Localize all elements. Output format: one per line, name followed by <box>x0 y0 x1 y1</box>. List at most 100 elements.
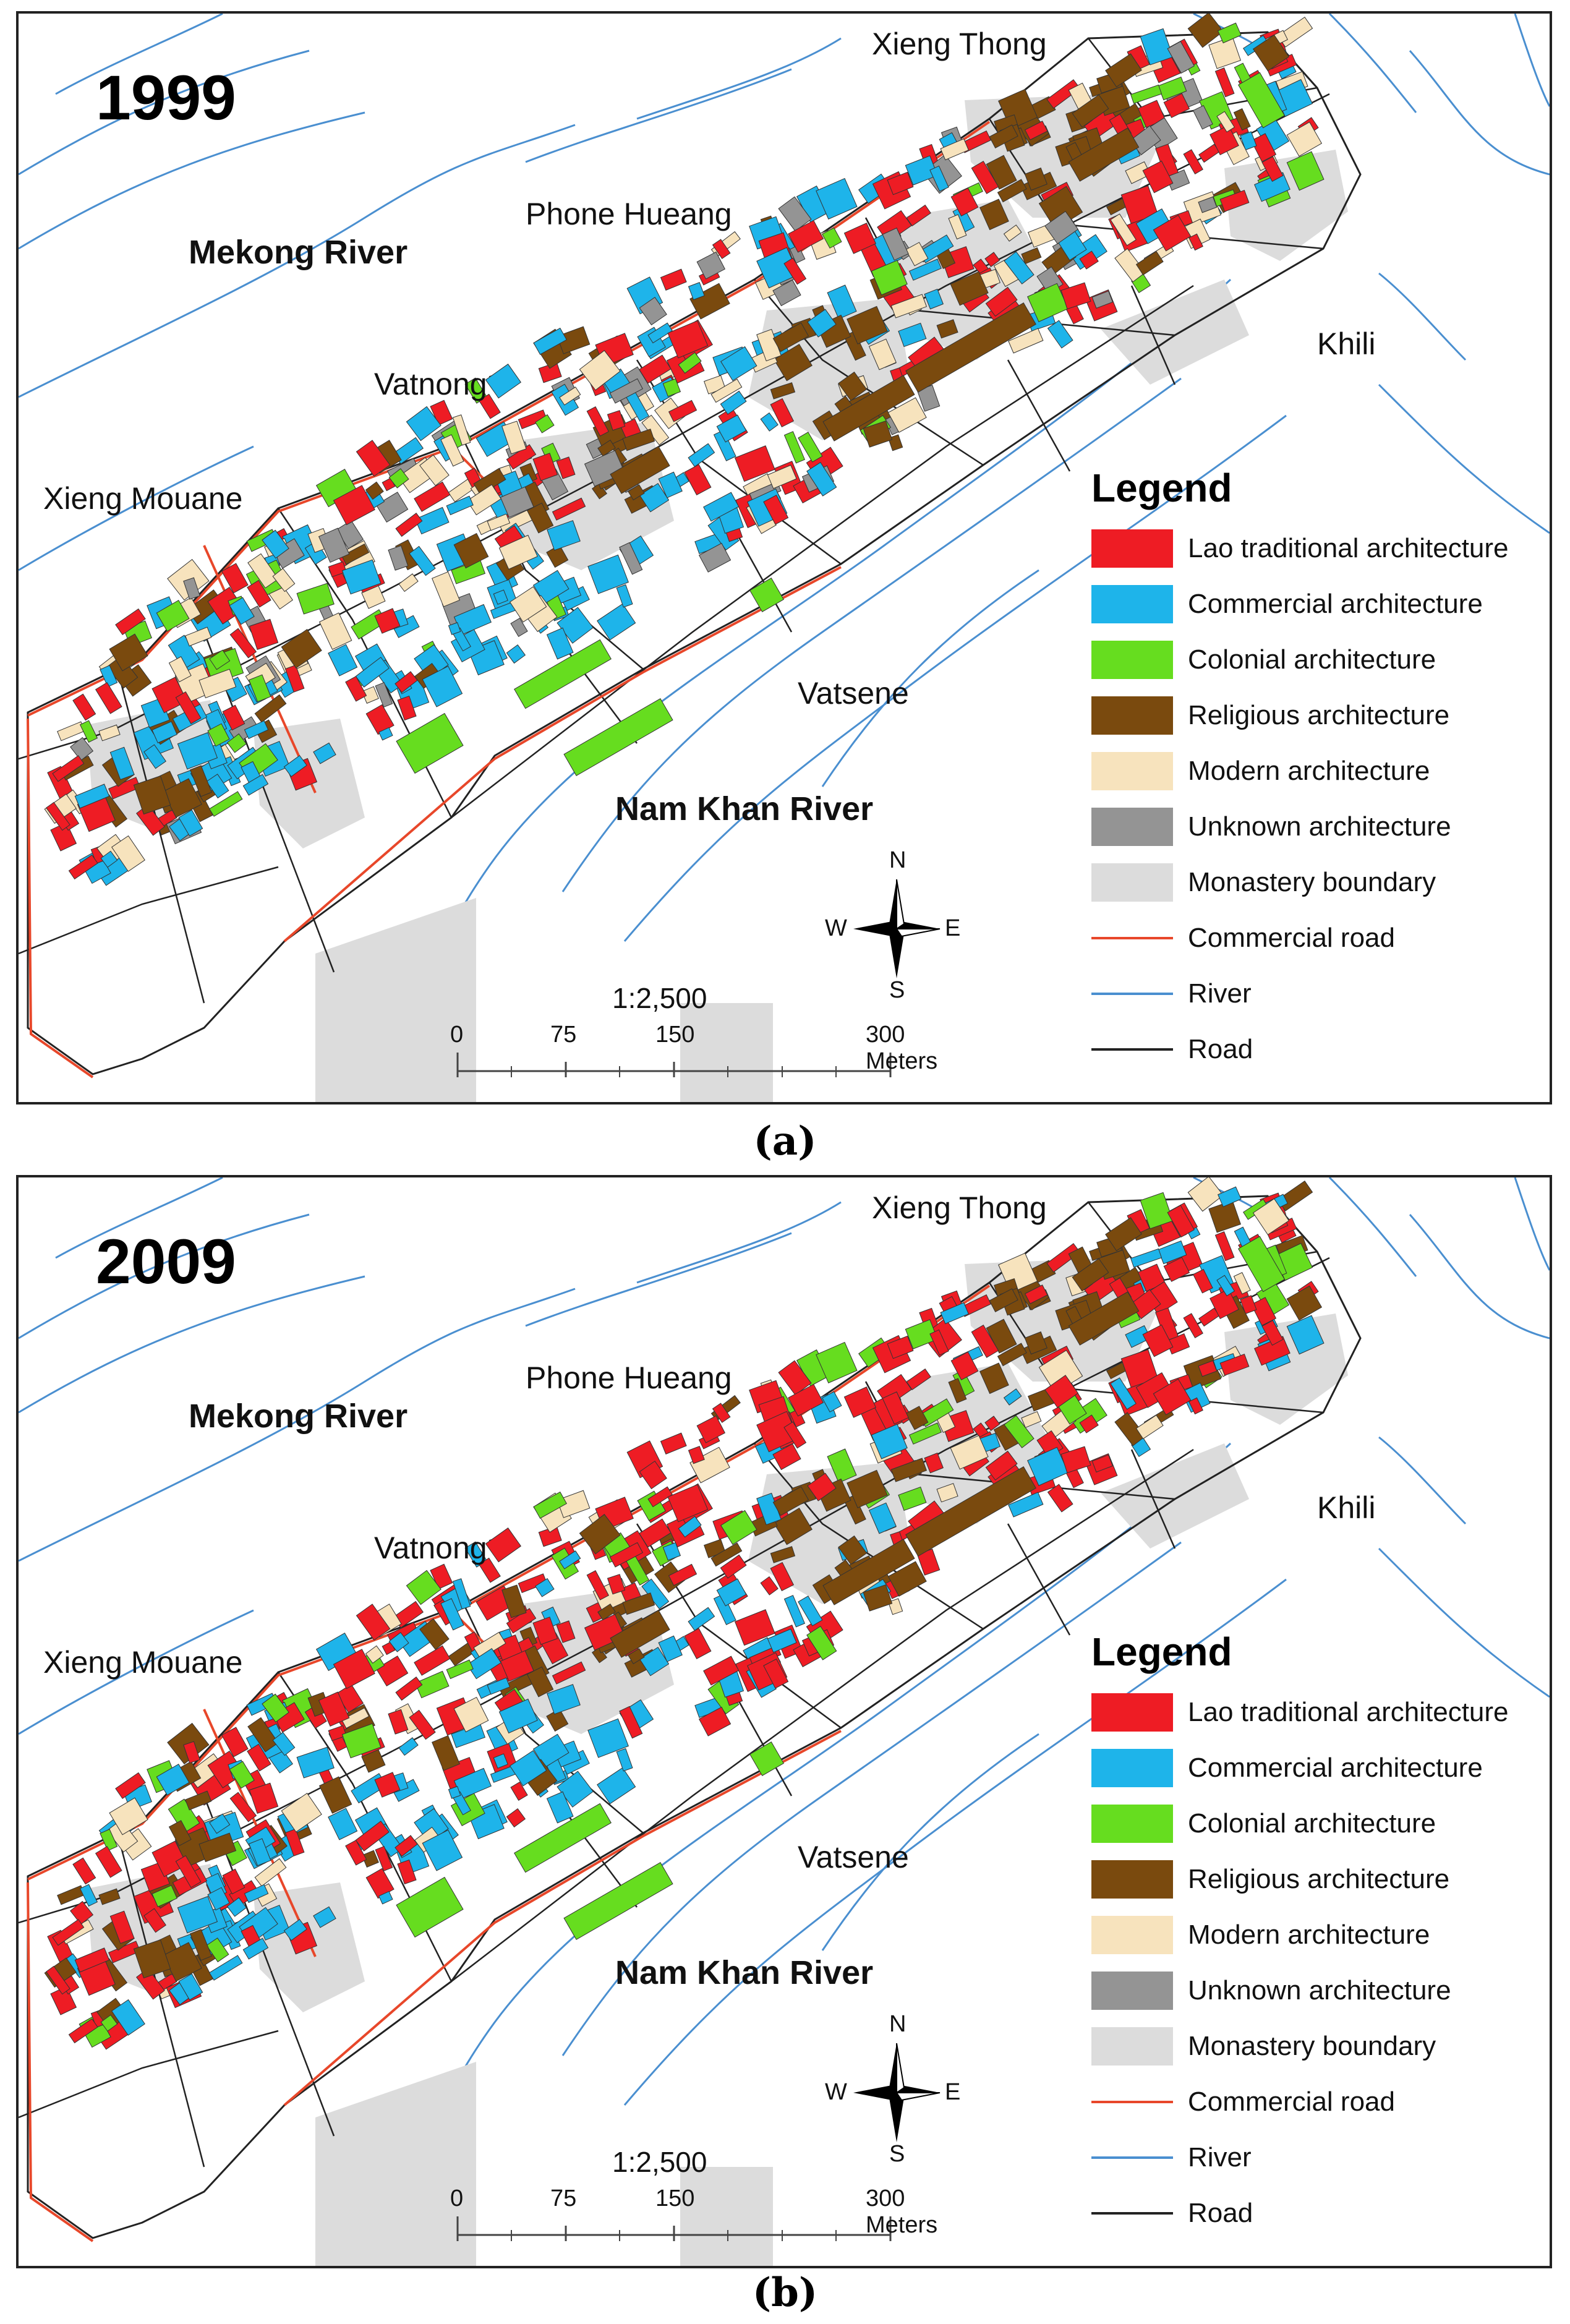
building <box>950 1435 989 1470</box>
building <box>409 545 436 576</box>
label-mekong-river: Mekong River <box>189 234 408 271</box>
scale-tick-300: 300 Meters <box>866 2185 938 2238</box>
building <box>526 502 554 534</box>
commercial-road <box>283 566 842 942</box>
building <box>72 693 96 721</box>
building <box>1068 1291 1140 1346</box>
building <box>716 1578 747 1607</box>
building <box>563 1861 673 1941</box>
building <box>798 1596 823 1626</box>
building <box>936 319 958 339</box>
building <box>395 513 423 537</box>
building <box>1068 127 1140 182</box>
legend-label: Commercial road <box>1188 923 1395 953</box>
building <box>1167 1205 1195 1237</box>
building <box>221 563 249 594</box>
building <box>843 1386 877 1418</box>
building <box>547 520 581 551</box>
legend-item: Road <box>1091 2192 1253 2235</box>
building <box>532 1733 570 1768</box>
legend-item: Religious architecture <box>1091 1858 1449 1901</box>
building <box>190 765 212 797</box>
legend-swatch <box>1091 863 1173 902</box>
building <box>79 720 98 743</box>
building <box>689 1446 730 1484</box>
building <box>948 214 967 240</box>
legend-label: River <box>1188 2142 1252 2172</box>
building <box>242 774 269 796</box>
building <box>226 733 247 753</box>
building <box>619 542 643 575</box>
building <box>533 1491 567 1519</box>
building <box>767 464 797 489</box>
building <box>440 434 464 467</box>
building <box>151 1885 177 1907</box>
compass-n: N <box>889 2011 907 2037</box>
road <box>27 1195 1362 2239</box>
legend-label: Monastery boundary <box>1188 867 1436 897</box>
building <box>1044 1375 1079 1408</box>
building <box>518 409 547 430</box>
legend-item: Commercial road <box>1091 916 1395 960</box>
building <box>584 450 626 487</box>
river-line <box>636 37 842 120</box>
building <box>1198 1360 1218 1377</box>
building <box>115 608 146 636</box>
building <box>559 387 581 406</box>
building <box>712 1403 731 1423</box>
building <box>313 742 336 764</box>
building <box>1072 1258 1109 1292</box>
building <box>546 1708 569 1732</box>
label-xieng-thong: Xieng Thong <box>872 27 1047 61</box>
building <box>1153 215 1192 252</box>
building <box>936 1483 958 1503</box>
river-line <box>19 1213 310 1339</box>
building <box>485 1527 522 1563</box>
building <box>597 603 636 641</box>
building <box>985 286 1018 317</box>
legend-item: Lao traditional architecture <box>1091 1691 1509 1734</box>
building <box>333 1649 375 1690</box>
building <box>610 446 670 494</box>
building <box>868 338 897 370</box>
building <box>328 561 347 578</box>
building <box>1046 1243 1081 1273</box>
legend: Legend Lao traditional architecture Comme… <box>1091 465 1549 1064</box>
road <box>116 1832 205 2168</box>
building <box>1217 1186 1242 1208</box>
building <box>50 1986 77 2015</box>
building <box>929 1329 949 1356</box>
building <box>1214 67 1235 98</box>
river-line <box>1378 1436 1467 1525</box>
legend-label: River <box>1188 978 1252 1009</box>
building <box>678 352 702 374</box>
building <box>432 571 460 607</box>
river-line <box>1514 14 1550 107</box>
building <box>989 1288 1018 1312</box>
building <box>222 704 245 731</box>
road <box>1130 285 1176 385</box>
building <box>284 1828 305 1856</box>
building <box>313 1906 336 1928</box>
building <box>1025 1284 1048 1304</box>
river-line <box>1409 1214 1550 1339</box>
legend-item: Modern architecture <box>1091 750 1430 793</box>
building <box>597 1604 616 1621</box>
building <box>773 343 813 382</box>
building <box>533 327 567 355</box>
building <box>414 481 451 512</box>
building <box>395 1677 423 1701</box>
building <box>783 257 807 285</box>
commercial-road <box>283 1730 842 2106</box>
building <box>597 1767 636 1805</box>
building <box>662 1542 681 1561</box>
scale-tick-300: 300 Meters <box>866 1022 938 1074</box>
building <box>406 406 442 442</box>
river-line <box>19 1288 576 1562</box>
building <box>466 1648 501 1680</box>
legend-swatch <box>1091 1916 1173 1954</box>
legend-label: Commercial road <box>1188 2087 1395 2117</box>
road <box>451 284 1194 818</box>
building <box>1153 1378 1192 1416</box>
legend-swatch <box>1091 696 1173 735</box>
